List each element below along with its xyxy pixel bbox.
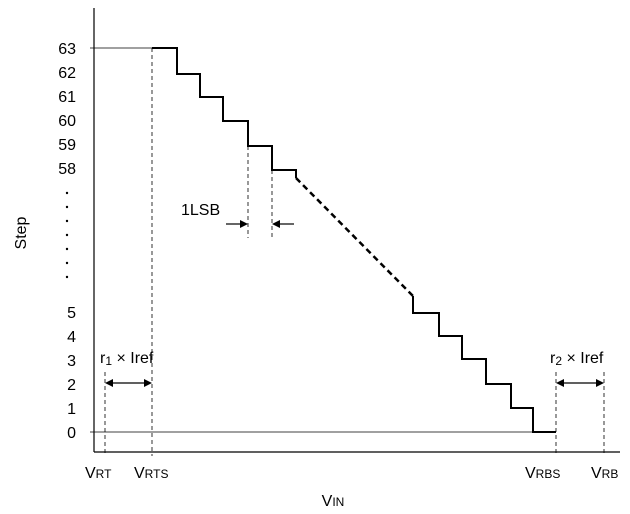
lsb-label: 1LSB bbox=[181, 202, 220, 219]
y-ellipsis-dots bbox=[65, 191, 69, 279]
y-tick-61: 61 bbox=[58, 89, 76, 106]
y-tick-59: 59 bbox=[58, 137, 76, 154]
staircase-upper bbox=[152, 47, 297, 178]
r2-double-arrow bbox=[556, 379, 604, 387]
y-tick-63: 63 bbox=[58, 41, 76, 58]
r1-double-arrow bbox=[105, 379, 152, 387]
x-label-vrb: VRB bbox=[591, 465, 618, 482]
x-axis-label: VIN bbox=[322, 493, 345, 510]
y-tick-5: 5 bbox=[67, 305, 76, 322]
y-tick-1: 1 bbox=[67, 401, 76, 418]
y-tick-3: 3 bbox=[67, 353, 76, 370]
x-label-vrt: VRT bbox=[85, 465, 112, 482]
dashed-guides bbox=[104, 48, 605, 456]
r2-iref-label: r2 × Iref bbox=[550, 350, 604, 368]
r1-iref-label: r1 × Iref bbox=[100, 350, 154, 368]
y-tick-60: 60 bbox=[58, 113, 76, 130]
y-tick-4: 4 bbox=[67, 329, 76, 346]
staircase-dashed-segment bbox=[295, 177, 414, 297]
x-label-vrbs: VRBS bbox=[525, 465, 560, 482]
y-tick-0: 0 bbox=[67, 425, 76, 442]
lsb-arrows bbox=[226, 220, 294, 228]
y-tick-62: 62 bbox=[58, 65, 76, 82]
y-tick-2: 2 bbox=[67, 377, 76, 394]
staircase-lower bbox=[412, 296, 556, 433]
x-label-vrts: VRTS bbox=[134, 465, 168, 482]
y-tick-58: 58 bbox=[58, 161, 76, 178]
y-axis-label: Step bbox=[13, 216, 30, 249]
